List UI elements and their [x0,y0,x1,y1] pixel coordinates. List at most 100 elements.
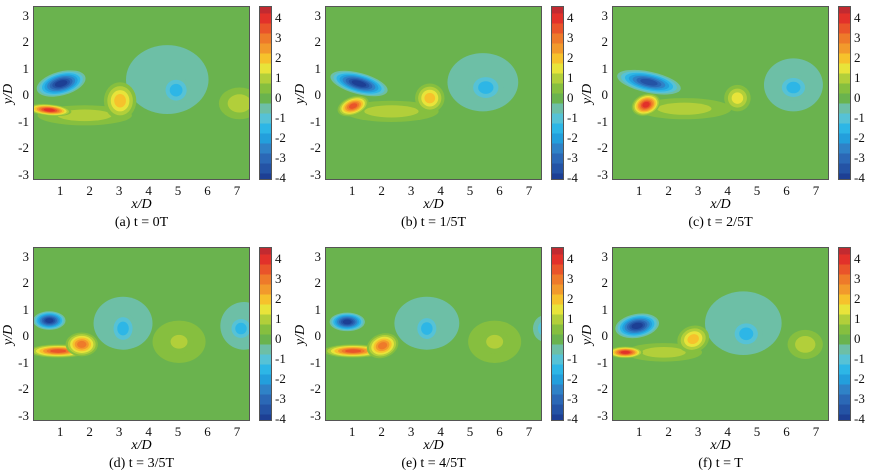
colorbar-band [839,143,850,154]
colorbar-band [552,73,563,84]
colorbar-band [260,73,271,84]
x-tick-label: 7 [233,424,241,439]
x-tick-label: 6 [204,183,211,198]
colorbar-band [260,314,271,325]
colorbar-band [839,73,850,84]
colorbar-band [260,173,271,179]
colorbar-band [552,248,563,255]
x-tick-label: 7 [812,424,820,439]
colorbar-band [552,384,563,395]
contour-level [537,322,541,335]
y-tick-label: -3 [310,166,321,182]
colorbar-band [839,254,850,265]
colorbar-band [839,264,850,275]
colorbar-band [552,103,563,114]
colorbar-tick-label: -3 [854,150,865,165]
colorbar-band [552,304,563,315]
x-tick-label: 2 [378,424,385,439]
colorbar-band [260,133,271,144]
colorbar-band [552,354,563,365]
x-tick-label: 5 [466,183,474,198]
colorbar-band [839,384,850,395]
colorbar-tick-label: -1 [854,351,865,366]
colorbar-band [839,334,850,345]
y-tick-label: -1 [597,354,608,370]
contour-panel: 4 3 2 1 0 -1 -2 -3 -4 3 2 1 0 -1 -2 -3 1 2 3 4 5 6 7 x/D y/D (b) … [293,6,605,234]
colorbar-band [839,23,850,34]
colorbar-band [839,404,850,415]
contour-level [641,347,686,358]
contour-level [351,80,367,87]
plot-area [612,6,829,180]
colorbar-tick-label: -1 [567,110,578,125]
x-tick-label: 3 [694,183,702,198]
negative-vortex [617,69,681,95]
colorbar-band [260,404,271,415]
colorbar-tick-label: 3 [275,271,282,286]
x-tick-label: 1 [635,424,643,439]
colorbar-band [839,133,850,144]
colorbar-band [839,13,850,24]
y-tick-label: 3 [601,8,609,23]
colorbar-band [839,83,850,94]
plot-area [325,6,542,180]
contour-level [364,105,419,118]
contour-level [620,350,630,354]
colorbar-band [552,53,563,64]
x-tick-label: 2 [665,424,672,439]
contour-level [45,318,54,323]
contour-level [795,336,816,353]
colorbar-band [260,153,271,164]
y-tick-label: -1 [18,354,29,370]
colorbar-band [839,304,850,315]
colorbar-band [839,113,850,124]
x-tick-label: 3 [407,424,415,439]
colorbar-band [839,163,850,174]
colorbar-tick-label: 2 [567,50,574,65]
contour-level [378,342,388,350]
colorbar-tick-label: 3 [854,30,861,45]
y-tick-label: 2 [314,275,322,291]
contour-level [424,92,436,104]
colorbar-band [839,394,850,405]
x-tick-label: 5 [174,424,182,439]
colorbar-band [552,254,563,265]
y-tick-label: -2 [597,140,608,156]
colorbar-band [260,143,271,154]
contour-level [348,103,358,109]
colorbar-band [552,404,563,415]
colorbar-tick-label: -4 [275,170,286,185]
negative-vortex [109,312,137,345]
colorbar-band [839,364,850,375]
contour-level [657,102,712,115]
colorbar-band [839,294,850,305]
colorbar-tick-label: -3 [567,150,578,165]
colorbar-band [552,133,563,144]
y-tick-label: -1 [597,113,608,129]
y-tick-label: -3 [18,166,29,182]
negative-vortex [730,319,763,349]
colorbar [838,6,851,180]
contour-level [345,349,362,353]
positive-vortex [479,329,510,354]
colorbar-band [552,414,563,420]
x-tick-label: 7 [233,183,241,198]
x-tick-label: 4 [437,183,444,198]
colorbar-band [260,43,271,54]
contour-level [77,340,87,348]
y-tick-label: -3 [310,407,321,423]
colorbar-band [260,384,271,395]
colorbar-band [552,274,563,285]
vorticity-contour [34,248,249,420]
y-tick-label: 0 [22,328,30,344]
colorbar-band [839,33,850,44]
colorbar-band [839,93,850,104]
colorbar-gradient [260,7,271,179]
colorbar-band [552,93,563,104]
colorbar-band [552,264,563,275]
colorbar-tick-label: -4 [854,411,865,426]
colorbar-band [260,324,271,335]
colorbar-tick-label: -3 [275,391,286,406]
colorbar-tick-label: 0 [854,331,861,346]
colorbar-tick-label: -4 [854,170,865,185]
